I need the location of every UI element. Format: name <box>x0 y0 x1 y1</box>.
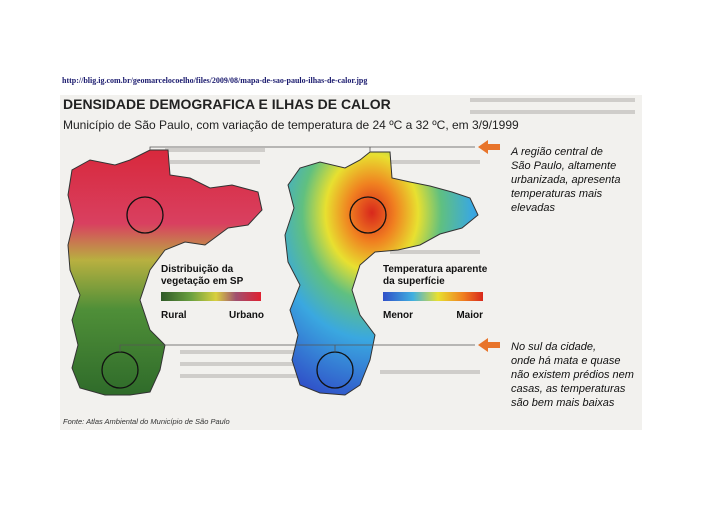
legend-title: Distribuição da vegetação em SP <box>161 264 244 287</box>
center-circle <box>349 196 387 234</box>
annotation-line: são bem mais baixas <box>511 397 615 409</box>
temperature-map <box>284 151 479 396</box>
legend-bar <box>161 292 261 301</box>
center-circle <box>126 196 164 234</box>
faded-text <box>165 98 635 378</box>
annotation-line: São Paulo, altamente <box>511 160 616 172</box>
title: DENSIDADE DEMOGRAFICA E ILHAS DE CALOR <box>63 96 391 112</box>
annotation: No sul da cidade, onde há mata e quase não… <box>511 341 634 409</box>
annotation-line: onde há mata e quase <box>511 355 620 367</box>
subtitle: Município de São Paulo, com variação de … <box>63 118 519 132</box>
legend-line: da superfície <box>383 276 445 287</box>
annotation-line: não existem prédios nem <box>511 369 634 381</box>
annotation-line: temperaturas mais <box>511 188 603 200</box>
annotation-line: A região central de <box>510 146 603 158</box>
legend-min: Menor <box>383 310 413 321</box>
arrow <box>478 140 500 154</box>
legend-bar <box>383 292 483 301</box>
annotations: A região central de São Paulo, altamente u… <box>510 146 634 409</box>
legend-line: Distribuição da <box>161 264 234 275</box>
legend-min: Rural <box>161 310 187 321</box>
legend-line: vegetação em SP <box>161 276 244 287</box>
annotation: A região central de São Paulo, altamente u… <box>510 146 620 214</box>
connector-lines <box>119 146 475 352</box>
vegetation-map <box>67 149 263 396</box>
legend-max: Urbano <box>229 310 264 321</box>
legend-max: Maior <box>456 310 483 321</box>
legend-line: Temperatura aparente <box>383 264 488 275</box>
image-url: http://blig.ig.com.br/geomarcelocoelho/f… <box>62 76 367 85</box>
source: Fonte: Atlas Ambiental do Município de S… <box>63 417 230 426</box>
annotation-line: casas, as temperaturas <box>511 383 626 395</box>
annotation-line: No sul da cidade, <box>511 341 596 353</box>
annotation-line: elevadas <box>511 202 556 214</box>
arrow <box>478 338 500 352</box>
annotation-line: urbanizada, apresenta <box>511 174 620 186</box>
legend-title: Temperatura aparente da superfície <box>383 264 490 287</box>
